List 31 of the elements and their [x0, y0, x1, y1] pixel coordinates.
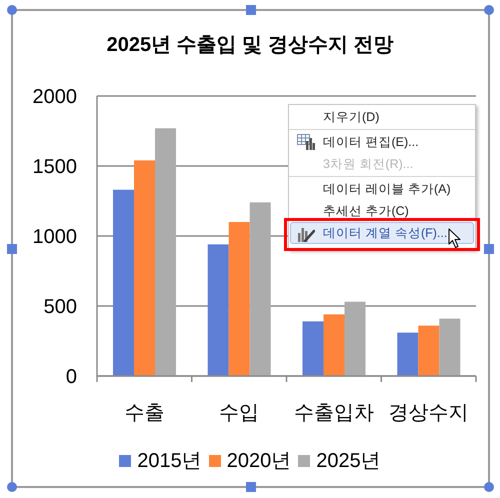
bar: [418, 326, 440, 376]
bar: [113, 190, 134, 376]
bar: [344, 302, 366, 376]
legend-label: 2025년: [316, 449, 381, 473]
bar: [397, 332, 418, 376]
y-tick-label: 1000: [32, 226, 77, 248]
legend-label: 2015년: [137, 449, 202, 473]
x-tick-label: 수출: [124, 402, 164, 424]
legend-label: 2020년: [226, 449, 292, 473]
chart-title: 2025년 수출입 및 경상수지 전망: [106, 34, 394, 56]
annotation: 3차원 회전(R)...: [323, 156, 414, 172]
y-tick-label: 1500: [32, 156, 77, 178]
bar: [302, 321, 324, 376]
bar: [439, 318, 460, 376]
x-tick-label: 수입: [219, 402, 260, 424]
annotation: 데이터 계열 속성(F)...: [323, 224, 448, 242]
y-tick-label: 500: [44, 296, 77, 318]
bar: [208, 244, 229, 376]
y-tick-label: 2000: [32, 86, 77, 108]
bar: [155, 128, 176, 376]
x-tick-label: 경상수지: [388, 402, 469, 424]
bar: [324, 314, 344, 376]
annotation: 추세선 추가(C): [323, 202, 409, 220]
annotation: 데이터 편집(E)...: [323, 134, 419, 150]
y-tick-label: 0: [66, 366, 77, 388]
bar: [250, 202, 271, 376]
annotation: 데이터 레이블 추가(A): [323, 180, 451, 198]
annotation: 지우기(D): [323, 108, 380, 126]
bar: [134, 160, 155, 376]
x-tick-label: 수출입차: [294, 402, 374, 424]
bar: [228, 222, 250, 376]
